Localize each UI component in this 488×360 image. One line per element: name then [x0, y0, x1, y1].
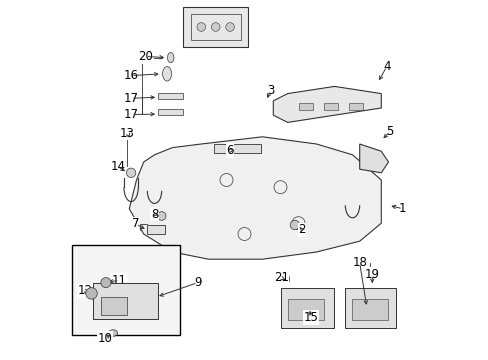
Polygon shape	[273, 86, 381, 122]
Text: 1: 1	[398, 202, 406, 215]
Circle shape	[289, 220, 299, 230]
Polygon shape	[345, 288, 395, 328]
Ellipse shape	[167, 53, 174, 63]
Text: 5: 5	[386, 125, 393, 138]
Text: 9: 9	[194, 276, 201, 289]
Text: 15: 15	[303, 311, 318, 324]
Polygon shape	[183, 7, 247, 47]
Text: 6: 6	[226, 144, 233, 157]
Text: 14: 14	[110, 160, 125, 173]
Text: 7: 7	[132, 217, 139, 230]
Polygon shape	[280, 288, 334, 328]
Text: 8: 8	[150, 208, 158, 221]
Bar	[147, 225, 165, 234]
Text: 10: 10	[97, 332, 112, 345]
Bar	[158, 109, 183, 115]
Text: 11: 11	[112, 274, 127, 287]
Bar	[352, 299, 387, 320]
Bar	[298, 103, 312, 110]
Ellipse shape	[108, 330, 117, 336]
Bar	[213, 144, 260, 153]
Bar	[101, 297, 127, 315]
Text: 12: 12	[78, 284, 93, 297]
Text: 18: 18	[351, 256, 366, 269]
Circle shape	[225, 23, 234, 31]
Bar	[323, 103, 337, 110]
Circle shape	[101, 278, 111, 288]
Ellipse shape	[282, 274, 289, 284]
Text: 19: 19	[364, 268, 379, 281]
Text: 16: 16	[123, 69, 138, 82]
Bar	[72, 245, 179, 335]
Text: 21: 21	[273, 271, 288, 284]
Circle shape	[85, 288, 97, 299]
Bar	[287, 299, 323, 320]
Bar	[158, 93, 183, 99]
Text: 3: 3	[266, 84, 274, 97]
Text: 17: 17	[123, 92, 138, 105]
Text: 2: 2	[298, 223, 305, 236]
Circle shape	[157, 212, 166, 220]
Circle shape	[211, 23, 220, 31]
Bar	[348, 103, 363, 110]
Polygon shape	[359, 144, 387, 173]
Text: 4: 4	[382, 60, 389, 73]
Ellipse shape	[163, 67, 171, 81]
Bar	[190, 14, 241, 40]
Circle shape	[197, 23, 205, 31]
Polygon shape	[129, 137, 381, 259]
Text: 17: 17	[123, 108, 138, 121]
Text: 20: 20	[138, 50, 153, 63]
Circle shape	[126, 168, 136, 177]
Text: 13: 13	[120, 127, 135, 140]
Bar	[93, 283, 158, 319]
